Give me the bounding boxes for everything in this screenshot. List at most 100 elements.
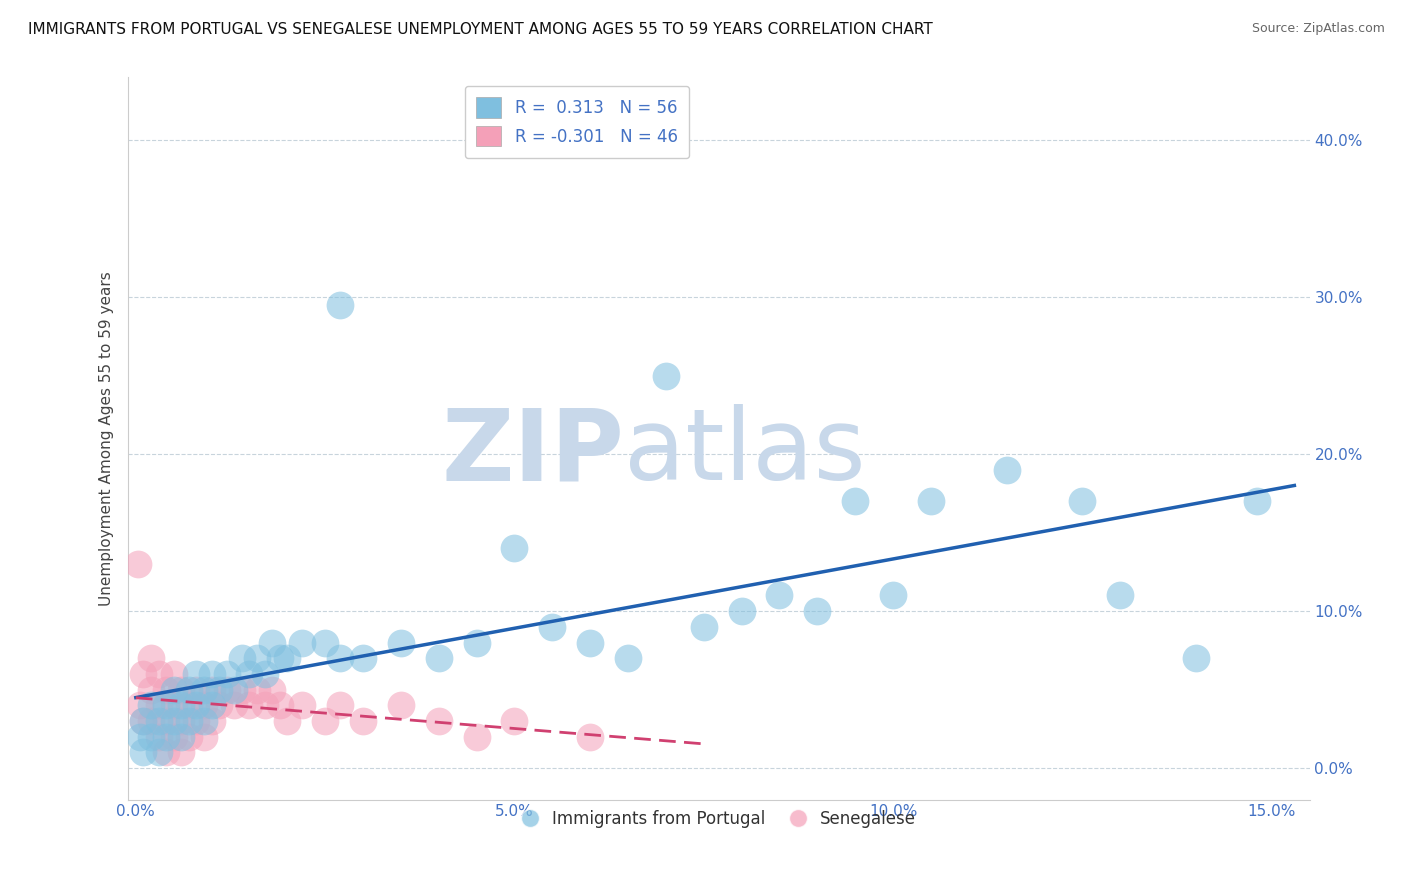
Point xyxy=(276,651,298,665)
Point xyxy=(617,651,640,665)
Point xyxy=(844,494,866,508)
Point xyxy=(262,635,284,649)
Point xyxy=(693,620,716,634)
Point xyxy=(139,651,162,665)
Point xyxy=(806,604,828,618)
Point xyxy=(163,682,186,697)
Point xyxy=(995,463,1018,477)
Text: atlas: atlas xyxy=(624,404,866,501)
Point xyxy=(329,698,352,713)
Point xyxy=(246,651,269,665)
Point xyxy=(329,298,352,312)
Point xyxy=(132,667,155,681)
Point xyxy=(389,698,412,713)
Point xyxy=(231,651,253,665)
Point xyxy=(314,635,336,649)
Point xyxy=(200,667,222,681)
Point xyxy=(200,682,222,697)
Point xyxy=(503,714,526,728)
Point xyxy=(148,746,170,760)
Point xyxy=(920,494,942,508)
Point xyxy=(231,682,253,697)
Point xyxy=(139,714,162,728)
Point xyxy=(155,746,177,760)
Point xyxy=(186,682,208,697)
Point xyxy=(148,730,170,744)
Point xyxy=(193,714,215,728)
Point xyxy=(163,714,186,728)
Point xyxy=(177,714,200,728)
Point xyxy=(163,667,186,681)
Point xyxy=(465,635,488,649)
Point xyxy=(170,682,193,697)
Point xyxy=(128,730,150,744)
Point xyxy=(215,667,238,681)
Point xyxy=(730,604,752,618)
Legend: Immigrants from Portugal, Senegalese: Immigrants from Portugal, Senegalese xyxy=(515,803,922,835)
Point xyxy=(186,698,208,713)
Point xyxy=(155,698,177,713)
Point xyxy=(352,651,374,665)
Point xyxy=(269,698,291,713)
Text: Source: ZipAtlas.com: Source: ZipAtlas.com xyxy=(1251,22,1385,36)
Point xyxy=(291,635,314,649)
Point xyxy=(655,368,678,383)
Point xyxy=(276,714,298,728)
Point xyxy=(186,714,208,728)
Point xyxy=(882,589,904,603)
Point xyxy=(253,698,276,713)
Point xyxy=(170,714,193,728)
Point xyxy=(329,651,352,665)
Point xyxy=(132,714,155,728)
Point xyxy=(579,730,602,744)
Point xyxy=(269,651,291,665)
Point xyxy=(148,714,170,728)
Point xyxy=(193,730,215,744)
Text: IMMIGRANTS FROM PORTUGAL VS SENEGALESE UNEMPLOYMENT AMONG AGES 55 TO 59 YEARS CO: IMMIGRANTS FROM PORTUGAL VS SENEGALESE U… xyxy=(28,22,932,37)
Point xyxy=(224,682,246,697)
Point xyxy=(314,714,336,728)
Point xyxy=(579,635,602,649)
Point xyxy=(163,698,186,713)
Point xyxy=(193,682,215,697)
Point xyxy=(170,698,193,713)
Point xyxy=(200,714,222,728)
Point xyxy=(148,667,170,681)
Point xyxy=(768,589,790,603)
Point xyxy=(238,698,260,713)
Y-axis label: Unemployment Among Ages 55 to 59 years: Unemployment Among Ages 55 to 59 years xyxy=(100,271,114,606)
Point xyxy=(155,682,177,697)
Point xyxy=(389,635,412,649)
Point xyxy=(127,557,149,571)
Point xyxy=(132,714,155,728)
Point xyxy=(503,541,526,556)
Point xyxy=(139,730,162,744)
Point xyxy=(139,698,162,713)
Point xyxy=(155,714,177,728)
Point xyxy=(208,682,231,697)
Point xyxy=(541,620,564,634)
Point xyxy=(246,682,269,697)
Point xyxy=(170,730,193,744)
Point xyxy=(155,730,177,744)
Point xyxy=(139,682,162,697)
Point xyxy=(465,730,488,744)
Point xyxy=(1109,589,1132,603)
Point xyxy=(128,698,150,713)
Point xyxy=(427,651,450,665)
Point xyxy=(193,698,215,713)
Point xyxy=(215,682,238,697)
Point xyxy=(163,730,186,744)
Point xyxy=(186,667,208,681)
Point xyxy=(262,682,284,697)
Point xyxy=(177,698,200,713)
Point xyxy=(352,714,374,728)
Point xyxy=(253,667,276,681)
Point xyxy=(1071,494,1094,508)
Point xyxy=(224,698,246,713)
Point xyxy=(177,730,200,744)
Point xyxy=(132,746,155,760)
Point xyxy=(177,682,200,697)
Text: ZIP: ZIP xyxy=(441,404,624,501)
Point xyxy=(200,698,222,713)
